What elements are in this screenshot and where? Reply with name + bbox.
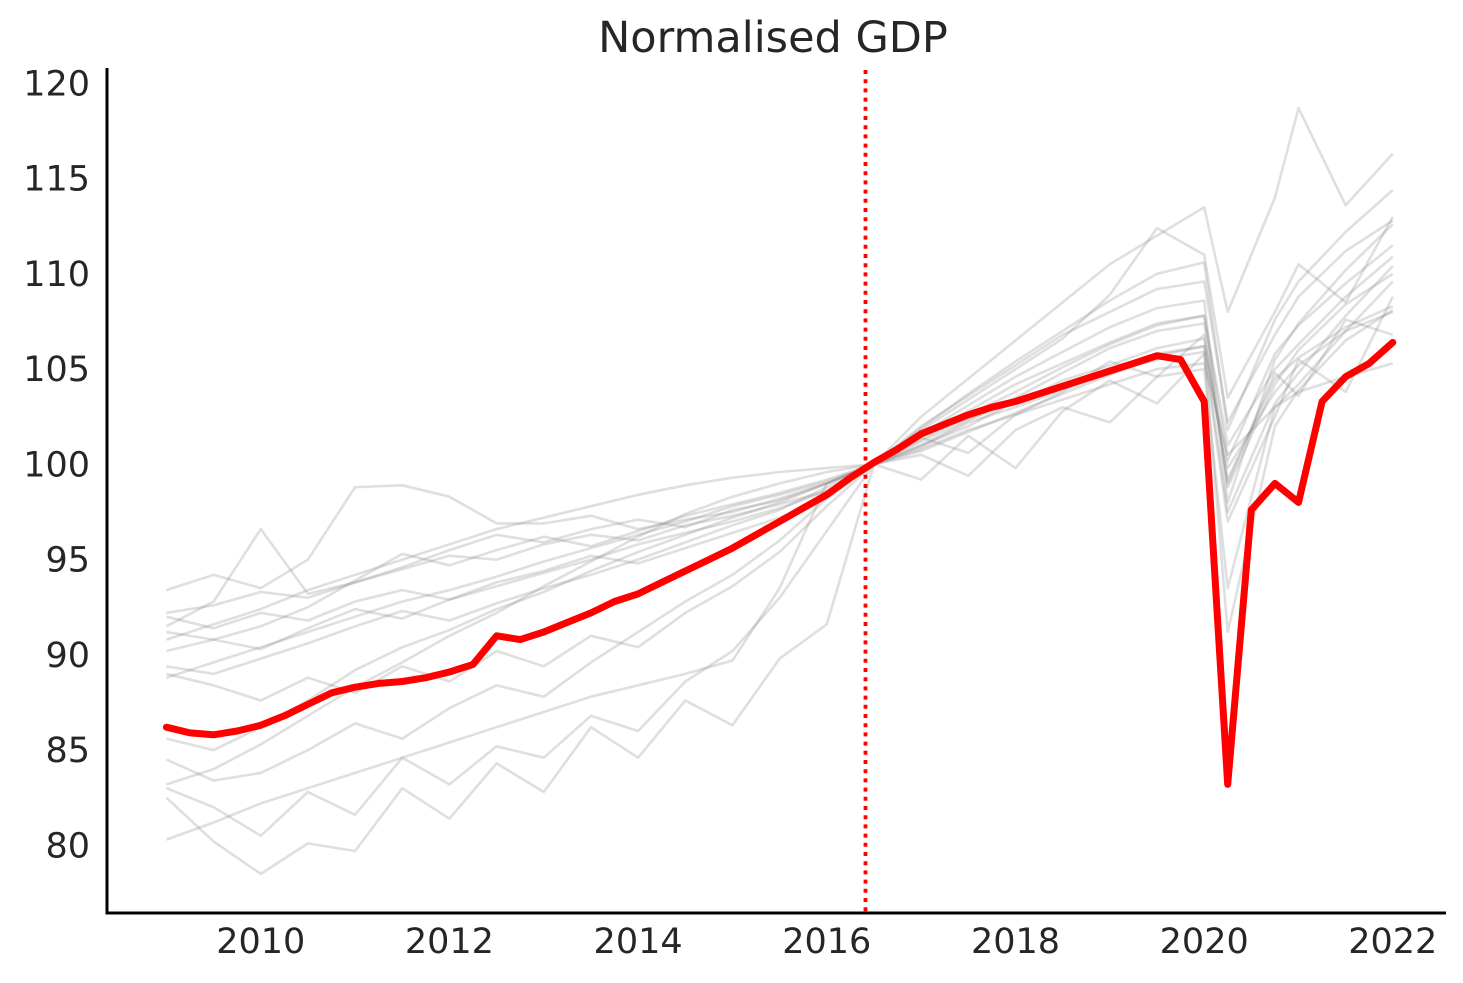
background-series-line-series-11	[165, 296, 1394, 876]
background-series-line-series-05	[166, 308, 1394, 641]
y-tick-label: 95	[45, 541, 90, 581]
x-tick-label: 2018	[971, 922, 1060, 962]
background-series-line-series-04	[165, 255, 1394, 628]
background-series-line-series-15	[165, 189, 1394, 641]
highlighted-country-line	[162, 338, 1397, 788]
background-series-line-series-13	[166, 318, 1394, 702]
x-tick-label: 2022	[1348, 922, 1437, 962]
y-tick-label: 105	[23, 350, 90, 390]
x-tick-label: 2012	[405, 922, 494, 962]
background-series-line-series-14	[165, 219, 1394, 782]
x-tick-label: 2020	[1160, 922, 1249, 962]
y-tick-label: 90	[45, 636, 90, 676]
background-series-line-series-16	[165, 106, 1394, 841]
y-tick-label: 120	[23, 64, 90, 104]
background-series-line-series-12	[165, 280, 1394, 838]
x-tick-label: 2016	[782, 922, 871, 962]
x-tick-label: 2014	[594, 922, 683, 962]
y-tick-label: 100	[23, 445, 90, 485]
x-axis: 2010 2012 2014 2016 2018 2020 2022	[216, 922, 1437, 962]
chart-title: Normalised GDP	[598, 13, 948, 63]
other-countries-series-group	[165, 106, 1394, 876]
background-series-line-series-08	[165, 310, 1394, 679]
y-axis: 80 85 90 95 100 105 110 115 120	[23, 64, 90, 866]
y-tick-label: 115	[23, 160, 90, 200]
background-series-line-series-10	[165, 272, 1394, 786]
background-series-line-series-06	[166, 223, 1394, 653]
y-tick-label: 80	[45, 826, 90, 866]
background-series-line-series-09	[166, 244, 1394, 752]
background-series-line-series-01	[165, 362, 1394, 592]
background-series-line-series-02	[166, 305, 1394, 615]
y-tick-label: 85	[45, 731, 90, 771]
x-tick-label: 2010	[216, 922, 305, 962]
y-tick-label: 110	[23, 255, 90, 295]
background-series-line-series-07	[166, 216, 1394, 676]
